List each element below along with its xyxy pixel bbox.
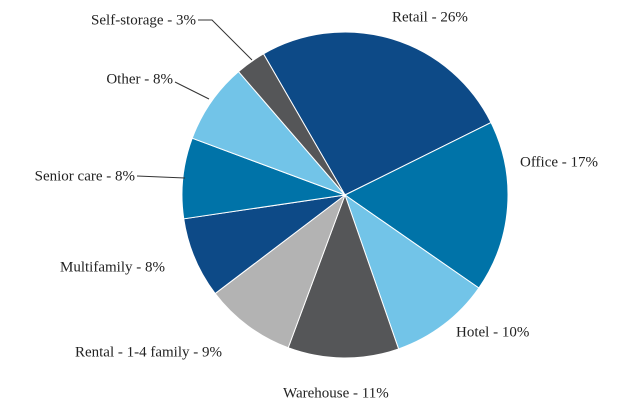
slice-label: Multifamily - 8% bbox=[60, 259, 165, 275]
slice-label: Senior care - 8% bbox=[35, 168, 135, 184]
slice-label: Hotel - 10% bbox=[456, 324, 529, 340]
slice-label: Retail - 26% bbox=[392, 9, 468, 25]
leader-line bbox=[174, 81, 210, 100]
slice-label: Other - 8% bbox=[106, 71, 173, 87]
pie-slice bbox=[262, 31, 492, 196]
pie-slice bbox=[287, 193, 400, 359]
pie-slice bbox=[237, 53, 346, 196]
slice-label: Warehouse - 11% bbox=[283, 385, 389, 401]
slice-label: Office - 17% bbox=[520, 154, 598, 170]
pie-slice bbox=[344, 121, 509, 289]
slice-label: Self-storage - 3% bbox=[91, 12, 196, 28]
pie-slice bbox=[214, 193, 347, 349]
pie-slice bbox=[344, 193, 480, 350]
leader-line bbox=[136, 175, 186, 179]
leader-line bbox=[198, 19, 253, 61]
slice-label: Rental - 1-4 family - 9% bbox=[75, 344, 222, 360]
